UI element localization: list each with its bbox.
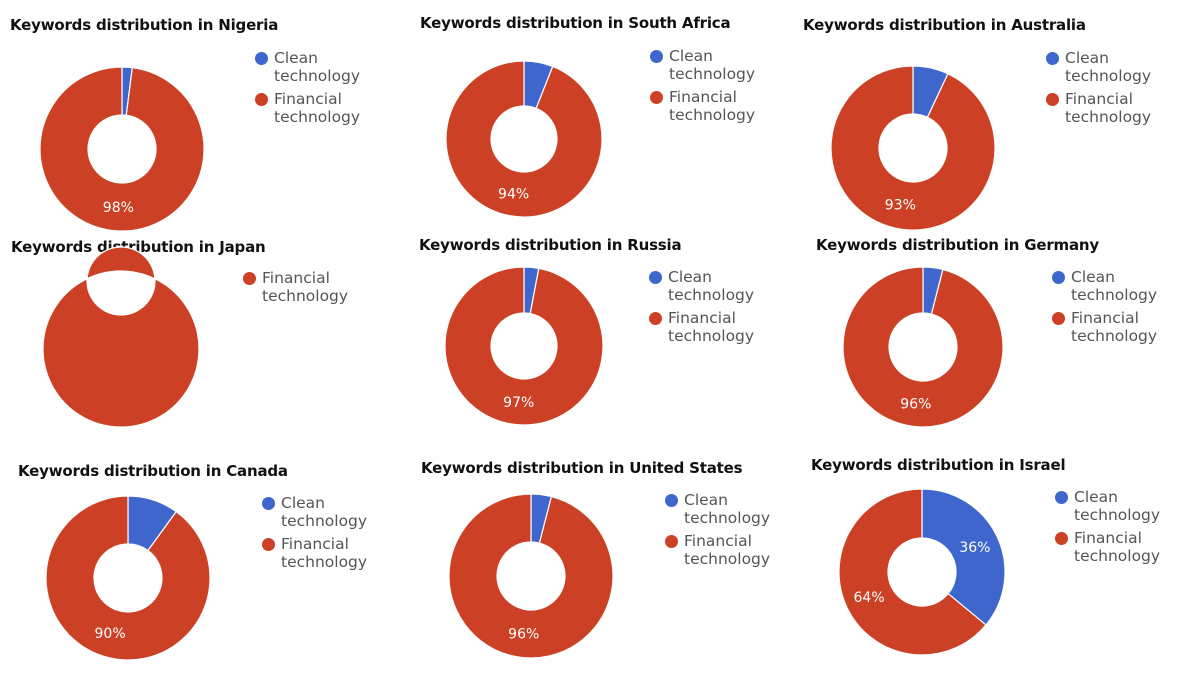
legend-label: Financial technology xyxy=(668,309,755,345)
legend-swatch xyxy=(255,93,268,106)
donut-chart: 90% xyxy=(45,495,211,661)
legend-item-clean-technology[interactable]: Clean technology xyxy=(1055,488,1186,524)
slice-label-financial-technology: 90% xyxy=(95,626,126,642)
legend-item-financial-technology[interactable]: Financial technology xyxy=(1046,90,1177,126)
legend-swatch xyxy=(1046,93,1059,106)
legend-swatch xyxy=(255,52,268,65)
legend-label: Financial technology xyxy=(669,88,756,124)
legend-swatch xyxy=(1055,532,1068,545)
slice-financial-technology xyxy=(39,66,205,232)
slice-financial-technology xyxy=(448,493,614,659)
legend-swatch xyxy=(243,272,256,285)
legend-item-clean-technology[interactable]: Clean technology xyxy=(649,268,780,304)
slice-financial-technology xyxy=(842,266,1004,428)
chart-title: Keywords distribution in Canada xyxy=(18,462,288,480)
legend: Clean technology Financial technology xyxy=(1052,268,1183,350)
legend-item-financial-technology[interactable]: Financial technology xyxy=(1055,529,1186,565)
legend: Clean technology Financial technology xyxy=(650,47,781,129)
slice-financial-technology xyxy=(444,266,604,426)
legend-label: Financial technology xyxy=(1065,90,1152,126)
legend-item-clean-technology[interactable]: Clean technology xyxy=(1046,49,1177,85)
legend-label: Financial technology xyxy=(274,90,361,126)
chart-title: Keywords distribution in Japan xyxy=(11,238,266,256)
slice-label-financial-technology: 94% xyxy=(498,187,529,203)
slice-financial-technology xyxy=(42,246,200,428)
legend-label: Financial technology xyxy=(262,269,349,305)
legend-swatch xyxy=(262,538,275,551)
legend-swatch xyxy=(665,535,678,548)
legend-swatch xyxy=(1055,491,1068,504)
legend: Clean technology Financial technology xyxy=(1046,49,1177,131)
legend-swatch xyxy=(649,271,662,284)
donut-chart: 96% xyxy=(448,493,614,659)
slice-label-financial-technology: 93% xyxy=(885,198,916,214)
legend: Clean technology Financial technology xyxy=(665,491,796,573)
legend-swatch xyxy=(665,494,678,507)
slice-label-clean-technology: 36% xyxy=(959,540,990,556)
donut-chart: 97% xyxy=(444,266,604,426)
legend-label: Clean technology xyxy=(1065,49,1152,85)
legend-item-clean-technology[interactable]: Clean technology xyxy=(255,49,386,85)
donut-chart: 94% xyxy=(445,60,603,218)
legend-label: Clean technology xyxy=(281,494,368,530)
donut-chart: 36% 64% xyxy=(838,488,1006,656)
legend: Financial technology xyxy=(243,269,374,310)
legend: Clean technology Financial technology xyxy=(649,268,780,350)
slice-label-financial-technology: 64% xyxy=(854,590,885,606)
legend-item-financial-technology[interactable]: Financial technology xyxy=(262,535,393,571)
slice-financial-technology xyxy=(445,60,603,218)
legend-item-financial-technology[interactable]: Financial technology xyxy=(650,88,781,124)
legend-item-financial-technology[interactable]: Financial technology xyxy=(243,269,374,305)
legend-label: Clean technology xyxy=(1074,488,1161,524)
legend-label: Clean technology xyxy=(1071,268,1158,304)
chart-title: Keywords distribution in Nigeria xyxy=(10,16,279,34)
donut-chart: 93% xyxy=(830,65,996,231)
legend-swatch xyxy=(262,497,275,510)
legend: Clean technology Financial technology xyxy=(262,494,393,576)
slice-clean-technology xyxy=(921,488,1006,626)
legend-item-financial-technology[interactable]: Financial technology xyxy=(665,532,796,568)
chart-title: Keywords distribution in Germany xyxy=(816,236,1099,254)
chart-title: Keywords distribution in Israel xyxy=(811,456,1066,474)
slice-label-financial-technology: 96% xyxy=(900,397,931,413)
legend-item-financial-technology[interactable]: Financial technology xyxy=(1052,309,1183,345)
legend-item-clean-technology[interactable]: Clean technology xyxy=(1052,268,1183,304)
legend-swatch xyxy=(1046,52,1059,65)
legend-item-clean-technology[interactable]: Clean technology xyxy=(650,47,781,83)
chart-title: Keywords distribution in South Africa xyxy=(420,14,731,32)
legend-item-financial-technology[interactable]: Financial technology xyxy=(649,309,780,345)
legend-label: Clean technology xyxy=(684,491,771,527)
legend-item-clean-technology[interactable]: Clean technology xyxy=(262,494,393,530)
legend-label: Clean technology xyxy=(668,268,755,304)
slice-label-financial-technology: 96% xyxy=(508,627,539,643)
donut-chart: 98% xyxy=(39,66,205,232)
legend-label: Clean technology xyxy=(669,47,756,83)
legend-label: Clean technology xyxy=(274,49,361,85)
slice-financial-technology xyxy=(838,488,987,656)
legend-swatch xyxy=(650,91,663,104)
legend-item-financial-technology[interactable]: Financial technology xyxy=(255,90,386,126)
legend: Clean technology Financial technology xyxy=(1055,488,1186,570)
legend-item-clean-technology[interactable]: Clean technology xyxy=(665,491,796,527)
legend-label: Financial technology xyxy=(281,535,368,571)
slice-label-financial-technology: 97% xyxy=(503,395,534,411)
legend: Clean technology Financial technology xyxy=(255,49,386,131)
legend-swatch xyxy=(650,50,663,63)
chart-title: Keywords distribution in United States xyxy=(421,459,743,477)
legend-swatch xyxy=(1052,271,1065,284)
legend-label: Financial technology xyxy=(1071,309,1158,345)
donut-chart xyxy=(42,246,200,428)
legend-label: Financial technology xyxy=(1074,529,1161,565)
legend-swatch xyxy=(1052,312,1065,325)
chart-title: Keywords distribution in Russia xyxy=(419,236,682,254)
donut-chart: 96% xyxy=(842,266,1004,428)
slice-financial-technology xyxy=(45,495,211,661)
chart-title: Keywords distribution in Australia xyxy=(803,16,1086,34)
slice-financial-technology xyxy=(830,65,996,231)
legend-swatch xyxy=(649,312,662,325)
slice-label-financial-technology: 98% xyxy=(103,200,134,216)
legend-label: Financial technology xyxy=(684,532,771,568)
